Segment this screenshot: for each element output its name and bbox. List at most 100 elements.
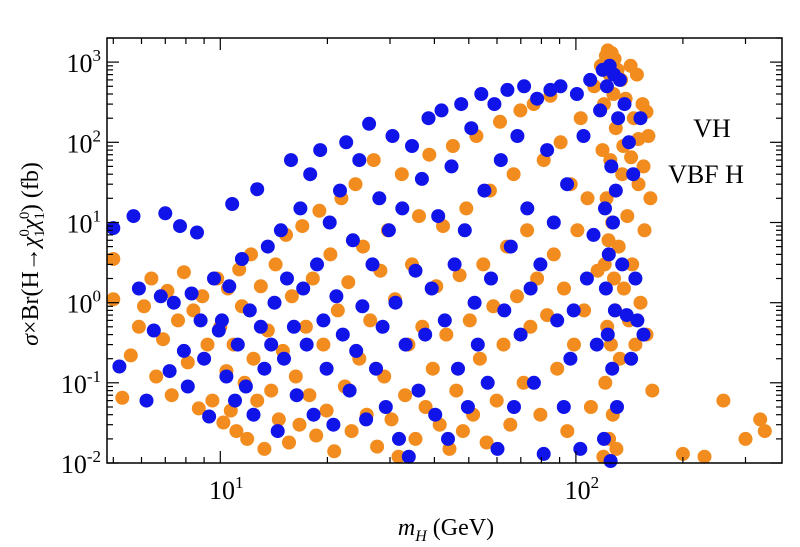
data-point-vbf-h [422,147,437,162]
data-point-vh [158,206,173,221]
data-point-vh [392,431,406,446]
data-point-vbf-h [149,369,164,384]
data-point-vbf-h [186,303,201,318]
data-point-vh [277,351,291,366]
data-point-vbf-h [305,271,320,286]
data-point-vbf-h [624,150,639,165]
data-point-vbf-h [398,388,413,403]
data-point-vbf-h [643,191,658,206]
data-point-vh [586,227,601,242]
data-point-vh [270,424,285,439]
data-point-vh [385,129,400,143]
data-point-vbf-h [106,292,121,307]
series-layer [106,43,772,468]
y-tick-label: 102 [67,126,102,158]
data-point-vh [610,400,624,414]
data-point-vh [451,361,465,376]
data-point-vbf-h [496,337,511,352]
data-point-vbf-h [250,393,265,408]
data-point-vh [630,313,645,328]
data-point-vbf-h [570,223,585,238]
data-point-vh [375,319,390,334]
data-point-vbf-h [384,412,399,427]
data-point-vh [477,183,492,198]
data-point-vbf-h [240,431,255,446]
data-point-vh [447,257,462,272]
data-point-vbf-h [268,257,283,272]
data-point-vh [612,72,627,87]
data-point-vbf-h [557,281,571,296]
data-point-vh [510,129,525,143]
data-point-vh [202,409,217,424]
data-point-vh [556,400,571,414]
data-point-vh [326,417,341,432]
y-tick-label: 101 [67,207,102,239]
data-point-vbf-h [106,252,121,266]
data-point-vbf-h [489,393,504,408]
data-point-vh [576,129,591,143]
data-point-vh [401,449,416,464]
data-point-vh [395,201,410,216]
data-point-vh [454,97,469,112]
data-point-vh [352,153,367,168]
data-point-vh [234,252,249,266]
data-point-vbf-h [577,303,592,318]
data-point-vh [421,111,436,126]
data-point-vbf-h [292,417,307,432]
data-point-vh [173,219,187,234]
data-point-vbf-h [510,289,524,304]
data-point-vbf-h [195,289,210,304]
data-point-vbf-h [738,431,753,446]
data-point-vbf-h [633,295,648,310]
data-point-vh [280,271,294,286]
data-point-vh [219,369,234,384]
data-point-vh [106,221,121,236]
data-point-vh [523,281,538,296]
data-point-vbf-h [580,191,595,206]
data-point-vh [253,319,268,334]
data-point-vh [467,295,482,310]
data-point-vh [319,361,334,376]
data-point-vh [600,327,615,342]
data-point-vbf-h [462,313,477,328]
data-point-vh [589,337,604,352]
x-tick-label: 101 [209,473,244,505]
data-point-vbf-h [123,348,138,363]
data-point-vbf-h [319,403,334,418]
data-point-vbf-h [216,415,231,430]
data-point-vh [411,383,426,398]
data-point-vbf-h [697,449,712,464]
legend-entry-vbf-h: VBF H [668,160,744,189]
data-point-vbf-h [583,400,598,414]
data-point-vh [633,111,648,126]
data-point-vbf-h [144,271,159,286]
data-point-vbf-h [629,67,644,82]
data-point-vh [131,281,146,296]
data-point-vh [608,183,623,198]
data-point-vh [310,257,324,272]
data-point-vbf-h [636,159,651,174]
data-point-vbf-h [675,446,690,461]
data-point-vh [362,116,377,131]
data-point-vh [166,295,181,310]
data-point-vbf-h [246,351,261,366]
data-point-vbf-h [282,435,296,450]
data-point-vh [513,327,528,342]
data-point-vh [598,201,612,216]
data-point-vh [230,337,245,352]
data-point-vbf-h [205,393,220,408]
data-point-vh [606,215,620,230]
data-point-vbf-h [452,268,467,283]
data-point-vbf-h [757,424,772,439]
data-point-vh [566,303,581,318]
data-point-vh [530,91,545,106]
data-point-vh [335,327,350,342]
data-point-vbf-h [753,412,768,427]
data-point-vh [257,361,272,376]
x-label-rest: (GeV) [427,515,494,541]
data-point-vh [176,343,191,358]
data-point-vbf-h [330,303,345,318]
data-point-vbf-h [302,388,317,403]
data-point-vbf-h [607,271,621,286]
data-point-vbf-h [425,361,440,376]
